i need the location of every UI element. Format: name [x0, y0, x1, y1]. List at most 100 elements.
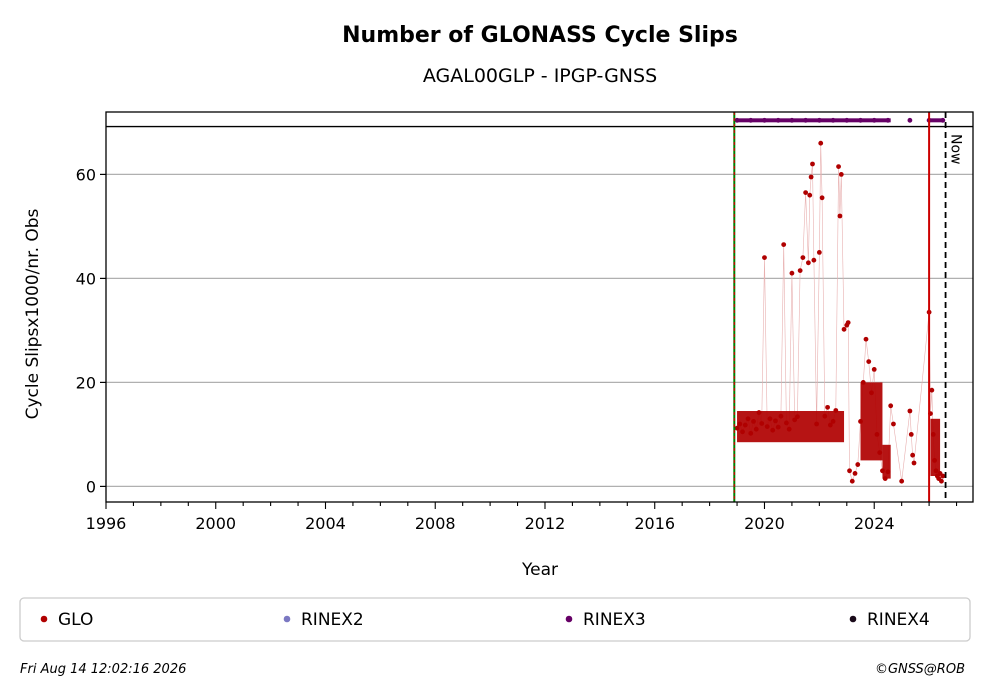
glo-point [877, 450, 883, 455]
glo-point [847, 468, 852, 474]
glo-point [764, 424, 770, 429]
footer-timestamp: Fri Aug 14 12:02:16 2026 [20, 662, 186, 677]
x-axis-label: Year [521, 560, 558, 580]
y-tick-label: 20 [76, 373, 96, 392]
glo-point [860, 380, 866, 385]
glo-point [932, 458, 937, 463]
glo-point [740, 429, 745, 435]
glo-point [810, 161, 815, 167]
glo-point [833, 408, 839, 413]
glo-point [830, 419, 836, 424]
glo-point [858, 419, 863, 424]
y-tick-label: 40 [76, 269, 96, 288]
x-tick-label: 2004 [305, 514, 346, 533]
glo-point [762, 255, 767, 260]
rinex3-point [885, 117, 891, 123]
glo-point [792, 417, 798, 423]
rinex3-point [816, 117, 822, 123]
glo-point [911, 460, 917, 466]
glo-point [797, 268, 803, 273]
glo-point [784, 420, 789, 426]
glo-cluster-band [882, 444, 891, 479]
glo-point [737, 421, 743, 427]
glo-point [869, 390, 874, 396]
glo-point [908, 432, 914, 437]
glo-point [816, 250, 822, 255]
glo-point [880, 468, 885, 474]
legend-marker [283, 615, 291, 623]
x-tick-label: 2024 [854, 514, 895, 533]
legend-marker [565, 615, 573, 623]
glo-point [882, 476, 888, 481]
glo-point [786, 426, 792, 432]
rinex3-point [775, 117, 781, 123]
rinex3-point [907, 117, 913, 123]
rinex3-band [929, 118, 943, 123]
glo-point [891, 421, 896, 427]
glo-point [866, 359, 872, 364]
chart-subtitle: AGAL00GLP - IPGP-GNSS [423, 65, 657, 87]
glo-point [836, 164, 841, 170]
glo-point [745, 416, 751, 422]
glo-point [845, 320, 851, 325]
rinex3-point [762, 117, 767, 123]
glo-point [778, 413, 784, 419]
legend-label: RINEX3 [583, 610, 646, 630]
glo-point [805, 260, 811, 266]
glo-point [795, 414, 800, 420]
glo-point [825, 404, 830, 410]
glo-point [773, 418, 778, 424]
glo-point [819, 195, 825, 201]
rinex3-point [844, 117, 850, 123]
glo-point [871, 367, 877, 372]
glo-point [910, 452, 916, 458]
glo-point [929, 387, 935, 393]
x-tick-label: 2016 [634, 514, 675, 533]
glo-point [759, 421, 765, 426]
rinex3-point [803, 117, 809, 123]
chart-title: Number of GLONASS Cycle Slips [342, 23, 738, 48]
glo-point [808, 174, 814, 180]
x-tick-label: 2008 [415, 514, 456, 533]
x-tick-label: 2000 [195, 514, 236, 533]
glo-point [852, 471, 858, 476]
y-tick-label: 0 [86, 477, 96, 496]
glo-point [849, 478, 855, 484]
glo-point [940, 473, 946, 479]
glo-point [789, 270, 795, 276]
rinex3-point [734, 117, 740, 123]
glo-point [822, 413, 828, 419]
now-label: Now [948, 134, 964, 165]
glo-point [800, 255, 806, 260]
glo-point [888, 403, 894, 409]
rinex3-point [871, 117, 877, 123]
glo-point [827, 422, 833, 428]
glo-point [781, 242, 787, 248]
legend-label: GLO [58, 610, 93, 630]
glo-point [756, 410, 762, 415]
glo-point [751, 419, 756, 424]
glo-cluster-band [860, 382, 883, 461]
glo-point [899, 478, 905, 484]
rinex3-point [858, 117, 863, 123]
glo-point [885, 469, 891, 475]
legend-marker [849, 615, 857, 623]
glo-point [807, 192, 813, 198]
glo-point [930, 432, 936, 437]
footer-credit: ©GNSS@ROB [875, 662, 965, 677]
glo-point [841, 326, 847, 332]
legend-label: RINEX4 [867, 610, 930, 630]
legend: GLO RINEX2 RINEX3 RINEX4 [19, 597, 971, 642]
legend-label: RINEX2 [301, 610, 364, 630]
glo-point [742, 422, 748, 428]
glo-point [753, 426, 759, 432]
glo-point [767, 416, 773, 422]
glo-point [933, 468, 939, 474]
x-tick-label: 2020 [744, 514, 785, 533]
legend-marker [40, 615, 48, 623]
glo-point [863, 336, 869, 342]
glo-point [874, 432, 880, 437]
rinex3-point [748, 117, 754, 123]
glo-point [811, 257, 817, 263]
